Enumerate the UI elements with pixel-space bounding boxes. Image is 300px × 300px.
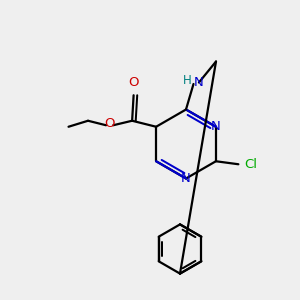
Text: N: N <box>194 76 204 89</box>
Text: H: H <box>183 74 192 87</box>
Text: N: N <box>181 172 191 185</box>
Text: N: N <box>211 120 221 133</box>
Text: O: O <box>104 117 115 130</box>
Text: Cl: Cl <box>244 158 257 171</box>
Text: O: O <box>128 76 139 89</box>
